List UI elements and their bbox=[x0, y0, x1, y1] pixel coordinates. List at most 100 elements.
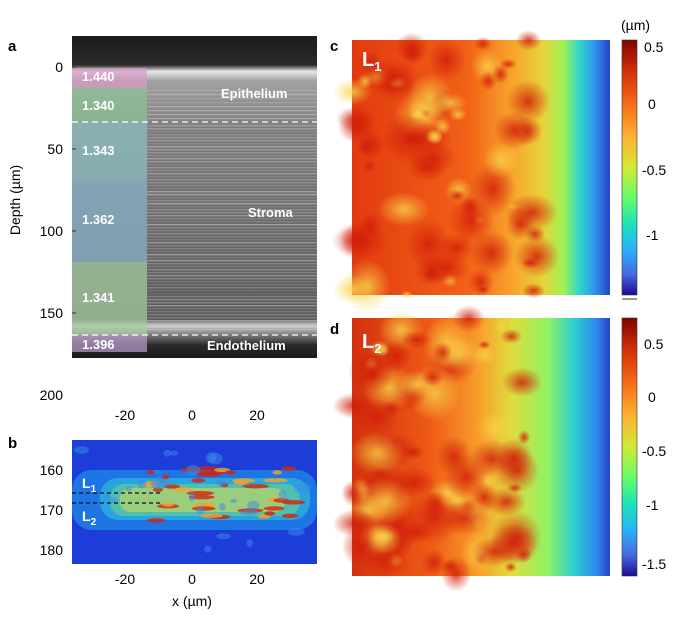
ri-value-5: 1.341 bbox=[82, 290, 115, 305]
stroma-striation bbox=[147, 266, 317, 268]
ytick: 160 bbox=[40, 462, 64, 478]
texture-blob bbox=[400, 330, 432, 349]
stroma-striation bbox=[147, 242, 317, 244]
texture-blob bbox=[421, 549, 448, 577]
ytick: 170 bbox=[40, 502, 64, 518]
stroma-striation bbox=[147, 215, 317, 217]
panel-b-xticks: -20 0 20 bbox=[115, 571, 265, 587]
stroma-striation bbox=[147, 170, 317, 172]
intensity-spot bbox=[162, 502, 174, 507]
colorbar-unit: (µm) bbox=[621, 17, 650, 33]
ytick: 180 bbox=[40, 542, 64, 558]
intensity-spot bbox=[264, 511, 276, 516]
noise-spot bbox=[163, 449, 171, 457]
stroma-striation bbox=[147, 227, 317, 229]
intensity-spot bbox=[146, 518, 166, 523]
noise-spot bbox=[239, 509, 258, 516]
ri-label: RI bbox=[93, 364, 106, 379]
panel-b-letter: b bbox=[8, 435, 17, 452]
intensity-spot bbox=[214, 467, 231, 473]
xtick: -20 bbox=[115, 407, 135, 423]
cbar-tick: -1 bbox=[646, 497, 659, 513]
intensity-spot bbox=[281, 513, 299, 518]
noise-spot bbox=[293, 482, 312, 494]
stroma-striation bbox=[147, 275, 317, 277]
ri-band bbox=[72, 122, 147, 180]
stroma-striation bbox=[147, 287, 317, 289]
noise-spot bbox=[196, 505, 205, 515]
texture-blob bbox=[394, 32, 429, 63]
map-label-l1: L1 bbox=[362, 49, 381, 74]
region-endothelium: Endothelium bbox=[207, 338, 286, 353]
stroma-striation bbox=[147, 128, 317, 130]
panel-a-xticks: -20 0 20 bbox=[115, 407, 265, 423]
noise-spot bbox=[219, 502, 226, 511]
noise-spot bbox=[150, 478, 169, 490]
texture-blob bbox=[332, 78, 373, 106]
stroma-striation bbox=[147, 146, 317, 148]
intensity-spot bbox=[272, 470, 282, 475]
stroma-striation bbox=[147, 317, 317, 319]
stroma-striation bbox=[147, 194, 317, 196]
texture-blob bbox=[364, 59, 420, 95]
noise-spot bbox=[216, 533, 231, 540]
stroma-striation bbox=[147, 221, 317, 223]
ri-value-3: 1.343 bbox=[82, 143, 115, 158]
texture-blob bbox=[406, 97, 445, 121]
xtick: 20 bbox=[249, 571, 265, 587]
noise-spot bbox=[205, 452, 217, 463]
texture-blob bbox=[448, 107, 468, 121]
stroma-striation bbox=[147, 239, 317, 241]
texture-blob bbox=[448, 196, 495, 245]
noise-spot bbox=[153, 470, 163, 475]
stroma-striation bbox=[147, 272, 317, 274]
stroma-striation bbox=[147, 182, 317, 184]
panel-c: c L1 (µm) 0.5 0 -0.5 -1 bbox=[330, 17, 666, 314]
intensity-spot bbox=[263, 478, 288, 483]
stroma-striation bbox=[147, 299, 317, 301]
stroma-striation bbox=[147, 311, 317, 313]
texture-blob bbox=[515, 30, 542, 51]
stroma-striation bbox=[147, 185, 317, 187]
stroma-striation bbox=[147, 188, 317, 190]
epithelium-striation bbox=[147, 118, 317, 120]
xtick: 20 bbox=[249, 407, 265, 423]
ytick: 0 bbox=[55, 59, 63, 75]
epithelium-striation bbox=[147, 106, 317, 108]
stroma-striation bbox=[147, 206, 317, 208]
stroma-striation bbox=[147, 137, 317, 139]
intensity-spot bbox=[192, 502, 216, 508]
texture-blob bbox=[352, 399, 400, 435]
stroma-striation bbox=[147, 200, 317, 202]
panel-a-letter: a bbox=[8, 38, 17, 55]
stroma-striation bbox=[147, 290, 317, 292]
noise-spot bbox=[137, 478, 147, 489]
stroma-striation bbox=[147, 140, 317, 142]
cbar-tick: 0.5 bbox=[644, 39, 664, 55]
colorbar-c-ticks: 0.5 0 -0.5 -1 bbox=[642, 39, 666, 243]
stroma-striation bbox=[147, 161, 317, 163]
texture-blob bbox=[432, 341, 453, 363]
panel-c-letter: c bbox=[330, 38, 338, 55]
texture-blob bbox=[400, 290, 414, 299]
stroma-striation bbox=[147, 326, 317, 328]
ri-band bbox=[72, 335, 147, 352]
ri-value-4: 1.362 bbox=[82, 212, 115, 227]
intensity-spot bbox=[280, 466, 297, 471]
stroma-striation bbox=[147, 209, 317, 211]
stroma-striation bbox=[147, 248, 317, 250]
stroma-striation bbox=[147, 131, 317, 133]
stroma-striation bbox=[147, 203, 317, 205]
intensity-spot bbox=[200, 513, 223, 518]
colorbar-c bbox=[621, 39, 638, 296]
intensity-spot bbox=[242, 484, 270, 489]
texture-blob bbox=[438, 501, 491, 536]
texture-blob bbox=[358, 212, 383, 241]
texture-blob bbox=[362, 160, 376, 173]
texture-blob bbox=[391, 466, 437, 498]
panel-d-letter: d bbox=[330, 321, 339, 338]
intensity-features bbox=[72, 446, 317, 553]
texture-blob bbox=[434, 118, 452, 136]
texture-blob bbox=[367, 522, 403, 555]
cbar-tick: -0.5 bbox=[642, 162, 666, 178]
